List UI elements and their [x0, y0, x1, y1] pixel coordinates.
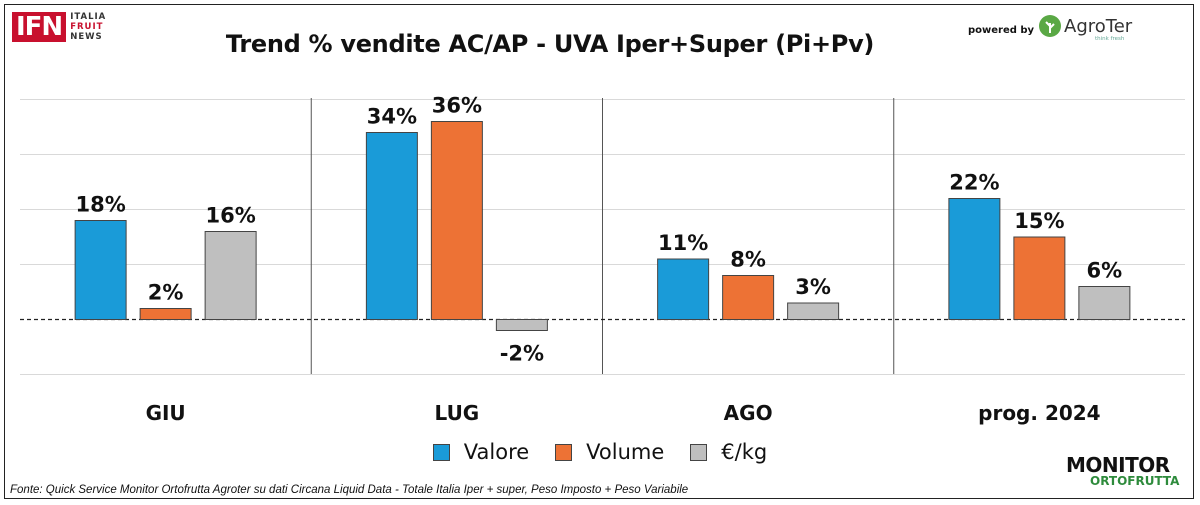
- chart-title: Trend % vendite AC/AP - UVA Iper+Super (…: [225, 30, 875, 58]
- legend-swatch: [432, 443, 450, 461]
- data-label: 6%: [1087, 259, 1123, 283]
- ifn-logo-mark: IFN: [12, 12, 67, 42]
- agroter-tagline: think fresh: [1095, 36, 1125, 42]
- bar-Valore: [657, 258, 710, 320]
- legend-item: Volume: [555, 440, 664, 464]
- bar-Volume: [430, 121, 483, 320]
- data-label: -2%: [500, 342, 544, 366]
- chart-frame: [4, 4, 1194, 499]
- ifn-logo-text: ITALIA FRUIT NEWS: [70, 12, 106, 42]
- chart-legend: Valore Volume €/kg: [0, 440, 1200, 464]
- legend-swatch: [555, 443, 573, 461]
- legend-label: Volume: [586, 440, 665, 464]
- category-label: AGO: [724, 401, 773, 425]
- data-label: 34%: [367, 105, 417, 129]
- legend-label: €/kg: [721, 440, 768, 464]
- ifn-logo: IFN ITALIA FRUIT NEWS: [12, 12, 106, 42]
- ifn-sub-1: ITALIA: [70, 12, 107, 22]
- ifn-sub-3: NEWS: [70, 32, 103, 42]
- bar-€/kg: [787, 302, 840, 320]
- bar-Volume: [722, 275, 775, 320]
- data-label: 22%: [949, 171, 999, 195]
- legend-label: Valore: [463, 440, 530, 464]
- agroter-logo: AgroTer think fresh: [1038, 14, 1133, 42]
- legend-item: Valore: [432, 440, 530, 464]
- ifn-sub-2: FRUIT: [70, 22, 104, 32]
- bar-€/kg: [204, 231, 257, 320]
- data-label: 18%: [75, 193, 125, 217]
- category-label: GIU: [146, 401, 186, 425]
- bar-Volume: [139, 308, 192, 320]
- category-label: LUG: [435, 401, 480, 425]
- legend-item: €/kg: [690, 440, 767, 464]
- source-note: Fonte: Quick Service Monitor Ortofrutta …: [10, 484, 689, 496]
- data-label: 16%: [205, 204, 255, 228]
- monitor-logo-line2: ORTOFRUTTA: [1090, 474, 1180, 488]
- bar-€/kg: [495, 319, 548, 331]
- legend-swatch: [690, 443, 708, 461]
- bar-Valore: [74, 220, 127, 320]
- bar-Valore: [365, 132, 418, 320]
- leaf-icon: [1039, 15, 1061, 37]
- data-label: 11%: [658, 231, 708, 255]
- data-label: 2%: [148, 281, 184, 305]
- monitor-ortofrutta-logo: MONITOR ORTOFRUTTA: [1066, 455, 1179, 487]
- category-label: prog. 2024: [978, 401, 1100, 425]
- agroter-name: AgroTer: [1064, 15, 1133, 37]
- powered-by-label: powered by: [968, 25, 1035, 36]
- data-label: 3%: [795, 275, 831, 299]
- bar-€/kg: [1078, 286, 1131, 320]
- bar-Volume: [1013, 236, 1066, 320]
- monitor-logo-line1: MONITOR: [1066, 453, 1170, 477]
- data-label: 15%: [1014, 209, 1064, 233]
- bar-Valore: [948, 198, 1001, 320]
- data-label: 36%: [432, 94, 482, 118]
- data-label: 8%: [730, 248, 766, 272]
